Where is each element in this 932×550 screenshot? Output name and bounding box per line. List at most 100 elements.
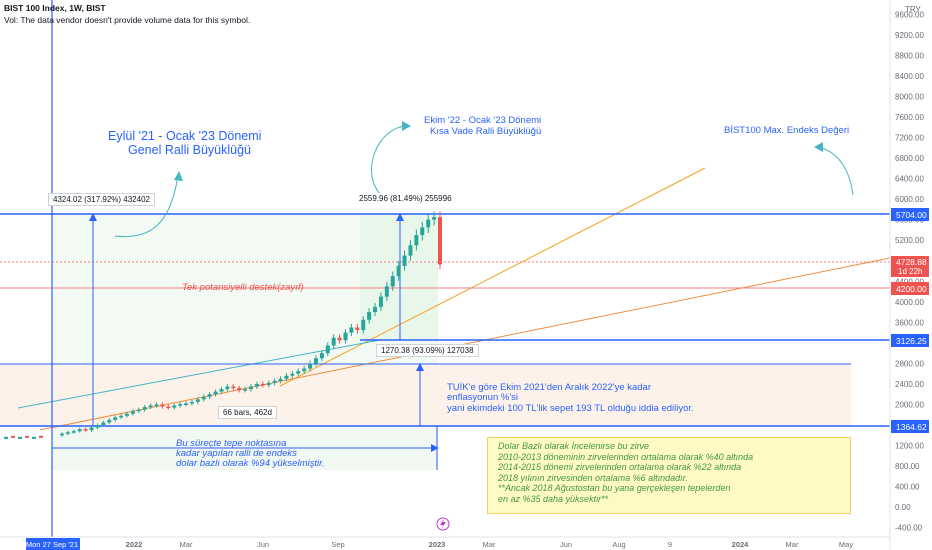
candle [213, 391, 218, 395]
candle [225, 386, 230, 390]
price-tick-label: 4000.00 [895, 298, 924, 307]
countdown-label: 1d 22h [898, 267, 922, 276]
resistance-price-tag [891, 208, 929, 221]
annotation-max-value: BİST100 Max. Endeks Değeri [724, 125, 850, 136]
time-axis[interactable]: Mon 27 Sep '21 2022 Mar Jun Sep 2023 Mar Jun Aug… [26, 538, 853, 550]
annotation-curve-1-head [174, 171, 183, 181]
time-tick-label: 9 [668, 540, 672, 549]
candle [308, 363, 313, 369]
note-line-4: 2018 yılının zirvesinden ortalama %6 alt… [498, 472, 688, 483]
time-tick-label: Mar [483, 540, 496, 549]
candle [373, 306, 378, 313]
time-tick-label: Sep [331, 540, 344, 549]
candle [302, 368, 307, 372]
candle [313, 358, 318, 364]
candle [414, 235, 419, 246]
resistance-price-label: 5704.00 [896, 210, 927, 220]
annotation-usd-3: dolar bazlı olarak %94 yükselmiştir. [176, 458, 325, 469]
measure-bars-head [431, 444, 439, 452]
candle [420, 227, 425, 236]
candle [95, 425, 100, 428]
candle [18, 436, 22, 439]
candle [249, 386, 253, 390]
time-tick-label: 2023 [429, 540, 446, 549]
candle [290, 373, 295, 376]
price-tick-label: 8000.00 [895, 92, 924, 101]
candle [25, 435, 29, 438]
price-tick-label: 8800.00 [895, 51, 924, 60]
candle [337, 337, 342, 341]
candle [402, 255, 407, 266]
crosshair-date-tag [26, 538, 80, 550]
candle [189, 401, 194, 404]
candle [243, 389, 248, 391]
orange-trend-line-1[interactable] [279, 167, 706, 387]
candle [83, 429, 88, 431]
candle [408, 245, 413, 256]
time-tick-label: Mar [786, 540, 799, 549]
candle [331, 337, 336, 346]
volume-note: Vol: The data vendor doesn't provide vol… [4, 15, 251, 25]
candle [284, 375, 289, 379]
candle [124, 413, 129, 416]
note-line-3: 2014-2015 dönemi zirvelerinden ortalama … [498, 462, 742, 472]
candle [160, 404, 165, 407]
measure-arrow-inflation-head [416, 363, 424, 371]
price-tick-label: 1200.00 [895, 442, 924, 451]
measure-arrow-short-head [396, 213, 404, 221]
candle [195, 399, 200, 402]
annotation-usd-1: Bu süreçte tepe noktasına [176, 438, 287, 449]
events-lightning-icon[interactable] [436, 517, 450, 531]
candle [201, 396, 206, 400]
price-tick-label: 2000.00 [895, 401, 924, 410]
candle [260, 383, 265, 386]
candle [101, 422, 106, 426]
price-tick-label: 9200.00 [895, 31, 924, 40]
candle [367, 312, 372, 320]
annotation-general-rally-2: Genel Ralli Büyüklüğü [128, 143, 251, 157]
support-price-label: 4200.00 [896, 284, 927, 294]
candle [438, 217, 442, 265]
annotation-curve-1 [114, 175, 179, 238]
price-tick-label: 2400.00 [895, 380, 924, 389]
candle [396, 265, 401, 277]
time-tick-label: Aug [612, 540, 625, 549]
price-tick-label: 4400.00 [895, 277, 924, 286]
price-tick-label: 8400.00 [895, 72, 924, 81]
currency-label: TRY [905, 5, 921, 14]
time-tick-label: 2022 [126, 540, 143, 549]
price-tick-label: 7600.00 [895, 113, 924, 122]
candle [32, 436, 36, 439]
candle [184, 403, 189, 405]
price-tick-label: -400.00 [895, 524, 923, 533]
support-price-tag [891, 282, 929, 295]
candle [355, 327, 360, 331]
price-tick-label: 0.00 [895, 503, 911, 512]
candle [65, 432, 70, 434]
candle [343, 332, 348, 341]
candle [119, 415, 124, 418]
candle [426, 219, 431, 228]
note-line-1: Dolar Bazlı olarak İncelenirse bu zirve [498, 441, 650, 451]
candle [154, 404, 159, 406]
note-line-6: en az %35 daha yüksektir** [498, 493, 609, 504]
annotation-inflation-2: enflasyonun %'si [447, 392, 518, 403]
candle [166, 406, 171, 409]
candle [319, 353, 324, 359]
candle [107, 419, 112, 423]
candle [11, 435, 15, 438]
base-price-label: 1364.62 [896, 422, 927, 432]
annotation-general-rally-1: Eylül '21 - Ocak '23 Dönemi [108, 129, 262, 143]
price-tick-label: 800.00 [895, 462, 920, 471]
candle [296, 371, 301, 374]
chart-title: BIST 100 Index, 1W, BIST [4, 3, 106, 13]
candle [272, 380, 277, 383]
teal-channel-line[interactable] [17, 339, 381, 409]
usd-analysis-note: Dolar Bazlı olarak İncelenirse bu zirve … [487, 437, 851, 514]
time-tick-label: Jun [560, 540, 572, 549]
candle [219, 389, 224, 392]
time-tick-label: Mon 27 Sep '21 [26, 540, 78, 549]
candle [148, 405, 153, 408]
candle [60, 433, 64, 436]
